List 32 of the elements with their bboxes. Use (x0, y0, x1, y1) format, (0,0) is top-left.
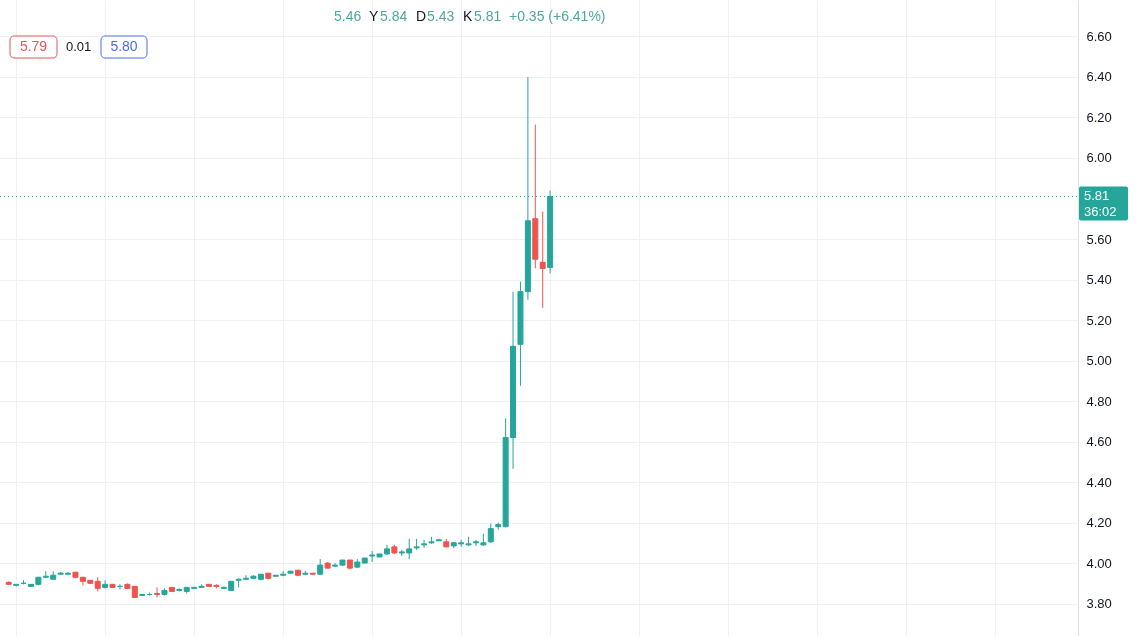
y-tick-label: 6.00 (1086, 150, 1112, 166)
annotation: Y (369, 8, 379, 24)
annotation: 5.81 (474, 8, 502, 24)
text: 36:02 (1084, 204, 1117, 220)
y-tick-label: 5.40 (1086, 272, 1112, 288)
y-tick-label: 5.60 (1086, 231, 1112, 247)
annotation: K (463, 8, 473, 24)
annotation: D (416, 8, 427, 24)
y-tick-label: 3.80 (1086, 596, 1112, 612)
y-tick-label: 5.20 (1086, 312, 1112, 328)
ref-line-label: 5.81 (1084, 188, 1110, 204)
annotation: 5.43 (427, 8, 455, 24)
annotation: 5.46 (334, 8, 362, 24)
y-tick-label: 4.00 (1086, 555, 1112, 571)
annotation: 5.79 (19, 38, 48, 54)
y-tick-label: 4.60 (1086, 434, 1112, 450)
candlestick (102, 579, 109, 589)
candlestick (487, 523, 494, 544)
y-tick-label: 5.00 (1086, 353, 1112, 369)
y-tick-label: 4.40 (1086, 474, 1112, 490)
annotation: 0.01 (66, 39, 92, 54)
y-tick-label: 6.20 (1086, 109, 1112, 125)
y-tick-label: 6.40 (1086, 69, 1112, 85)
candlestick (154, 586, 161, 599)
annotation: +0.35 (+6.41%) (509, 8, 606, 24)
y-tick-label: 4.80 (1086, 393, 1112, 409)
annotation: 5.84 (380, 8, 408, 24)
candlestick (421, 539, 428, 549)
y-tick-label: 6.60 (1086, 28, 1112, 44)
y-tick-label: 4.20 (1086, 515, 1112, 531)
annotation: 5.80 (110, 38, 138, 54)
candlestick (539, 211, 546, 309)
